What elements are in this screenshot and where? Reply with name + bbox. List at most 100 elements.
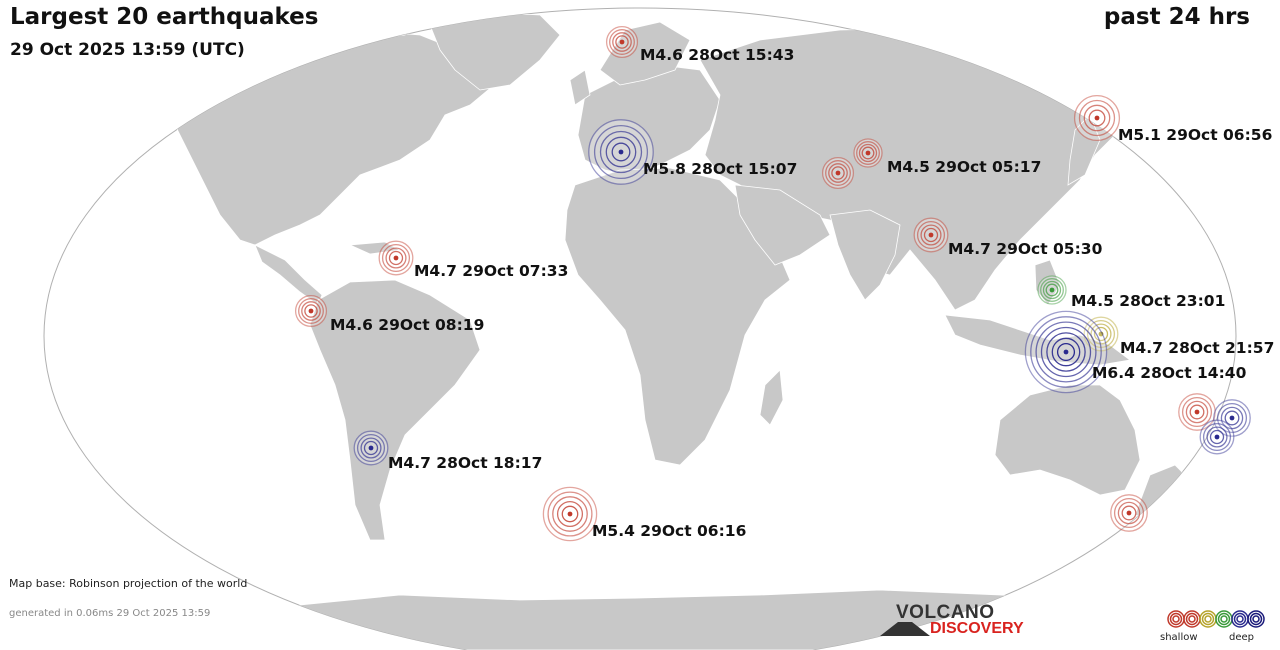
earthquake-ring <box>825 160 851 186</box>
legend-ring <box>1249 612 1263 626</box>
legend-ring <box>1233 612 1247 626</box>
earthquake-marker[interactable] <box>353 430 389 466</box>
earthquake-ring <box>593 124 649 180</box>
earthquake-ring <box>360 437 382 459</box>
depth-legend-rings <box>1167 610 1265 628</box>
earthquake-ring <box>1045 283 1059 297</box>
earthquake-marker[interactable] <box>1213 399 1251 437</box>
earthquake-ring <box>547 491 593 537</box>
earthquake-label[interactable]: M4.7 28Oct 21:57 <box>1120 339 1274 357</box>
earthquake-marker[interactable] <box>605 25 639 59</box>
volcano-icon <box>880 622 930 636</box>
earthquake-ring <box>1090 323 1112 345</box>
earthquake-ring <box>363 440 379 456</box>
earthquake-ring <box>861 146 875 160</box>
earthquake-ring <box>916 220 946 250</box>
earthquake-marker[interactable] <box>1037 275 1067 305</box>
earthquake-marker[interactable] <box>913 217 949 253</box>
earthquake-marker[interactable] <box>1024 310 1108 394</box>
legend-label-shallow: shallow <box>1160 632 1198 643</box>
epicenter-dot <box>567 511 573 517</box>
earthquake-ring <box>1216 402 1248 434</box>
earthquake-label[interactable]: M5.8 28Oct 15:07 <box>643 160 797 178</box>
logo-text-discovery: DISCOVERY <box>930 620 1024 637</box>
map-base-note: Map base: Robinson projection of the wor… <box>9 577 248 590</box>
earthquake-ring <box>1078 99 1116 137</box>
earthquake-ring <box>1083 104 1111 132</box>
earthquake-label[interactable]: M4.6 29Oct 08:19 <box>330 316 484 334</box>
earthquake-ring <box>1040 278 1064 302</box>
earthquake-ring <box>298 298 324 324</box>
map-title: Largest 20 earthquakes <box>10 4 319 30</box>
epicenter-dot <box>618 149 624 155</box>
earthquake-marker[interactable] <box>853 138 883 168</box>
earthquake-marker[interactable] <box>1110 494 1148 532</box>
earthquake-ring <box>856 141 880 165</box>
epicenter-dot <box>308 308 314 314</box>
earthquake-label[interactable]: M4.7 28Oct 18:17 <box>388 454 542 472</box>
land-australia <box>994 384 1141 496</box>
land-madagascar <box>759 369 784 426</box>
earthquake-ring <box>1220 406 1244 430</box>
earthquake-ring <box>1042 280 1062 300</box>
earthquake-marker[interactable] <box>1199 419 1235 455</box>
legend-ring <box>1204 615 1212 623</box>
earthquake-ring <box>1030 316 1102 388</box>
land-uk <box>569 69 591 106</box>
time-period: past 24 hrs <box>1103 4 1250 30</box>
earthquake-label[interactable]: M5.1 29Oct 06:56 <box>1118 126 1272 144</box>
earthquake-ring <box>1121 505 1137 521</box>
earthquake-label[interactable]: M4.7 29Oct 05:30 <box>948 240 1103 258</box>
earthquake-ring <box>301 301 321 321</box>
earthquake-ring <box>1051 337 1081 367</box>
earthquake-ring <box>612 32 632 52</box>
volcano-discovery-logo[interactable]: VOLCANO DISCOVERY <box>880 602 1040 640</box>
earthquake-label[interactable]: M5.4 29Oct 06:16 <box>592 522 746 540</box>
earthquake-ring <box>561 505 579 523</box>
earthquake-marker[interactable] <box>1178 393 1216 431</box>
earthquake-label[interactable]: M4.7 29Oct 07:33 <box>414 262 568 280</box>
land-south-america <box>309 279 481 541</box>
epicenter-dot <box>368 445 374 451</box>
earthquake-marker[interactable] <box>542 486 598 542</box>
earthquake-label[interactable]: M6.4 28Oct 14:40 <box>1092 364 1247 382</box>
land-india <box>829 209 901 301</box>
legend-ring <box>1220 615 1228 623</box>
epicenter-dot <box>393 255 399 261</box>
legend-ring <box>1169 612 1183 626</box>
land-arabia <box>734 184 831 266</box>
epicenter-dot <box>835 170 841 176</box>
land-caribbean <box>348 241 402 255</box>
earthquake-ring <box>920 224 942 246</box>
map-datetime: 29 Oct 2025 13:59 (UTC) <box>10 40 245 60</box>
earthquake-ring <box>1206 426 1228 448</box>
earthquake-label[interactable]: M4.6 28Oct 15:43 <box>640 46 794 64</box>
land-southeast-asia-islands <box>944 314 1131 366</box>
earthquake-marker[interactable] <box>1073 94 1121 142</box>
earthquake-label[interactable]: M4.5 28Oct 23:01 <box>1071 292 1225 310</box>
depth-legend: shallow deep <box>1160 608 1270 648</box>
legend-ring <box>1247 610 1265 628</box>
earthquake-marker[interactable] <box>378 240 414 276</box>
earthquake-marker[interactable] <box>294 294 328 328</box>
legend-ring <box>1217 612 1231 626</box>
epicenter-dot <box>1063 349 1069 355</box>
earthquake-marker[interactable] <box>821 156 855 190</box>
legend-ring <box>1185 612 1199 626</box>
earthquake-ring <box>356 433 386 463</box>
earthquake-ring <box>611 142 631 162</box>
epicenter-dot <box>1229 415 1235 421</box>
earthquake-ring <box>388 250 404 266</box>
earthquake-ring <box>552 496 588 532</box>
earthquake-ring <box>1093 326 1109 342</box>
earthquake-ring <box>1224 410 1240 426</box>
earthquake-ring <box>923 227 939 243</box>
earthquake-ring <box>1185 400 1209 424</box>
earthquake-label[interactable]: M4.5 29Oct 05:17 <box>887 158 1041 176</box>
legend-label-deep: deep <box>1229 632 1254 643</box>
earthquake-ring <box>1056 342 1076 362</box>
legend-ring <box>1201 612 1215 626</box>
earthquake-marker[interactable] <box>588 119 654 185</box>
